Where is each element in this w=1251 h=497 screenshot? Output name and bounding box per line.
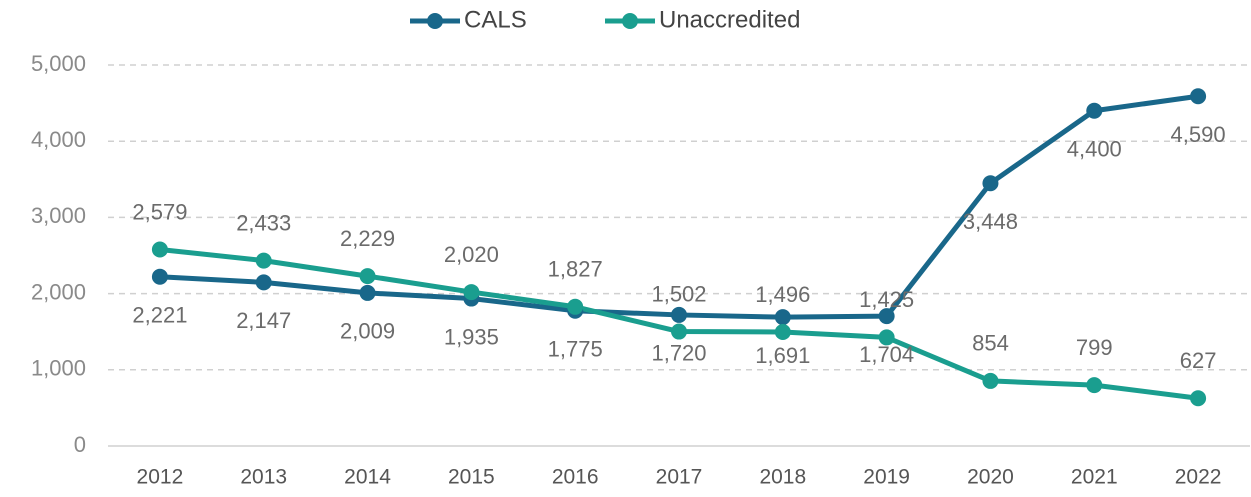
data-point xyxy=(567,298,584,315)
data-point xyxy=(255,274,272,291)
x-tick-label: 2014 xyxy=(344,466,391,489)
x-tick-label: 2013 xyxy=(240,466,287,489)
data-label: 627 xyxy=(1180,348,1217,373)
data-point xyxy=(1190,390,1207,407)
data-point xyxy=(255,252,272,269)
legend-label: CALS xyxy=(464,6,527,33)
data-label: 1,935 xyxy=(444,324,499,349)
x-tick-label: 2019 xyxy=(863,466,910,489)
y-tick-label: 4,000 xyxy=(31,127,86,152)
data-label: 2,579 xyxy=(132,199,187,224)
data-label: 2,433 xyxy=(236,210,291,235)
data-label: 2,221 xyxy=(132,303,187,328)
data-label: 1,502 xyxy=(651,281,706,306)
y-tick-label: 5,000 xyxy=(31,51,86,76)
x-tick-label: 2022 xyxy=(1175,466,1222,489)
data-point xyxy=(878,308,895,325)
data-label: 2,229 xyxy=(340,226,395,251)
legend-label: Unaccredited xyxy=(659,6,800,33)
data-label: 1,720 xyxy=(651,341,706,366)
data-point xyxy=(878,329,895,346)
data-label: 799 xyxy=(1076,335,1113,360)
data-label: 3,448 xyxy=(963,209,1018,234)
data-label: 1,775 xyxy=(548,337,603,362)
data-point xyxy=(359,268,376,285)
data-label: 1,704 xyxy=(859,342,914,367)
data-point xyxy=(982,175,999,192)
data-label: 1,425 xyxy=(859,287,914,312)
data-point xyxy=(774,309,791,326)
data-point xyxy=(1086,102,1103,119)
x-tick-label: 2015 xyxy=(448,466,495,489)
data-point xyxy=(671,323,687,340)
x-tick-label: 2016 xyxy=(552,466,599,489)
data-point xyxy=(671,306,687,323)
data-point xyxy=(774,324,791,341)
y-tick-label: 1,000 xyxy=(31,356,86,381)
data-label: 2,147 xyxy=(236,308,291,333)
data-label: 2,009 xyxy=(340,319,395,344)
legend-marker xyxy=(622,13,638,29)
x-tick-label: 2012 xyxy=(137,466,184,489)
x-tick-label: 2021 xyxy=(1071,466,1118,489)
y-tick-label: 0 xyxy=(74,432,86,457)
data-point xyxy=(1190,88,1207,105)
legend-marker xyxy=(427,13,443,29)
data-point xyxy=(463,284,480,301)
x-tick-label: 2018 xyxy=(759,466,806,489)
y-tick-label: 3,000 xyxy=(31,203,86,228)
x-tick-label: 2020 xyxy=(967,466,1014,489)
y-tick-label: 2,000 xyxy=(31,279,86,304)
data-label: 1,827 xyxy=(548,257,603,282)
x-tick-label: 2017 xyxy=(656,466,703,489)
data-label: 1,691 xyxy=(755,343,810,368)
data-point xyxy=(982,372,999,389)
data-label: 2,020 xyxy=(444,242,499,267)
data-point xyxy=(151,241,168,258)
data-label: 1,496 xyxy=(755,282,810,307)
data-point xyxy=(1086,377,1103,394)
data-label: 4,400 xyxy=(1067,137,1122,162)
data-label: 4,590 xyxy=(1171,122,1226,147)
data-point xyxy=(151,268,168,285)
data-point xyxy=(359,284,376,301)
data-label: 854 xyxy=(972,331,1009,356)
